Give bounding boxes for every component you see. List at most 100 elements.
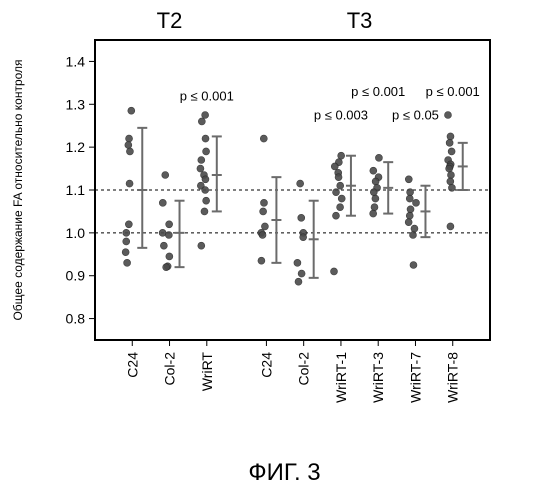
data-point: [126, 180, 133, 187]
data-point: [331, 268, 338, 275]
data-point: [202, 187, 209, 194]
y-tick-label: 1.4: [66, 53, 86, 69]
data-point: [406, 212, 413, 219]
data-point: [447, 133, 454, 140]
data-point: [165, 232, 172, 239]
data-point: [123, 238, 130, 245]
data-point: [413, 199, 420, 206]
x-tick-label: C24: [258, 352, 274, 378]
data-point: [125, 142, 132, 149]
data-point: [448, 184, 455, 191]
data-point: [372, 195, 379, 202]
data-point: [405, 176, 412, 183]
data-point: [448, 148, 455, 155]
p-value-label: p ≤ 0.003: [314, 107, 368, 122]
data-point: [261, 223, 268, 230]
data-point: [371, 204, 378, 211]
data-point: [370, 189, 377, 196]
y-tick-label: 1.3: [66, 96, 86, 112]
data-point: [197, 165, 204, 172]
x-tick-label: WriRT: [199, 352, 215, 392]
data-point: [198, 118, 205, 125]
data-point: [125, 221, 132, 228]
data-point: [447, 223, 454, 230]
data-point: [258, 257, 265, 264]
y-axis-label: Общее содержание FA относительно контрол…: [11, 59, 25, 320]
data-point: [160, 242, 167, 249]
data-point: [335, 174, 342, 181]
x-tick-label: WriRT-8: [445, 352, 461, 403]
data-point: [446, 165, 453, 172]
data-point: [202, 176, 209, 183]
x-tick-label: C24: [124, 352, 140, 378]
x-tick-label: Col-2: [296, 352, 312, 386]
x-tick-label: WriRT-7: [407, 352, 423, 403]
data-point: [260, 208, 267, 215]
data-point: [203, 148, 210, 155]
data-point: [407, 206, 414, 213]
data-point: [166, 253, 173, 260]
data-point: [447, 172, 454, 179]
data-point: [260, 199, 267, 206]
data-point: [295, 278, 302, 285]
y-tick-label: 0.9: [66, 268, 86, 284]
group-label: T3: [347, 8, 373, 33]
data-point: [409, 232, 416, 239]
data-point: [300, 234, 307, 241]
data-point: [202, 112, 209, 119]
data-point: [372, 178, 379, 185]
data-point: [259, 232, 266, 239]
p-value-label: p ≤ 0.05: [392, 107, 439, 122]
data-point: [124, 259, 131, 266]
p-value-label: p ≤ 0.001: [351, 84, 405, 99]
data-point: [410, 262, 417, 269]
data-point: [159, 229, 166, 236]
data-point: [123, 229, 130, 236]
data-point: [338, 152, 345, 159]
data-point: [122, 249, 129, 256]
data-point: [447, 178, 454, 185]
data-point: [260, 135, 267, 142]
data-point: [201, 208, 208, 215]
data-point: [159, 199, 166, 206]
data-point: [337, 204, 344, 211]
data-point: [338, 195, 345, 202]
scatter-chart: 0.8 0.9 1.0 1.1 1.2 1.3 1.4 Общее содержание FA…: [0, 0, 549, 500]
data-point: [128, 107, 135, 114]
data-point: [203, 197, 210, 204]
x-tick-label: WriRT-1: [333, 352, 349, 403]
data-point: [406, 195, 413, 202]
figure-caption: ФИГ. 3: [248, 459, 320, 486]
data-point: [405, 219, 412, 226]
y-tick-label: 0.8: [66, 311, 86, 327]
x-tick-label: WriRT-3: [370, 352, 386, 403]
data-point: [411, 225, 418, 232]
data-point: [375, 154, 382, 161]
data-point: [166, 221, 173, 228]
y-tick-label: 1.2: [66, 139, 86, 155]
data-point: [444, 112, 451, 119]
data-point: [298, 270, 305, 277]
data-point: [198, 242, 205, 249]
data-point: [337, 182, 344, 189]
y-tick-label: 1.1: [66, 182, 86, 198]
p-value-label: p ≤ 0.001: [426, 84, 480, 99]
data-point: [370, 210, 377, 217]
y-tick-label: 1.0: [66, 225, 86, 241]
data-point: [446, 139, 453, 146]
data-point: [294, 259, 301, 266]
data-point: [163, 264, 170, 271]
data-point: [202, 135, 209, 142]
p-value-label: p ≤ 0.001: [180, 88, 234, 103]
data-point: [162, 172, 169, 179]
data-point: [333, 189, 340, 196]
data-point: [407, 189, 414, 196]
data-point: [297, 180, 304, 187]
data-point: [126, 148, 133, 155]
data-point: [198, 157, 205, 164]
data-point: [126, 135, 133, 142]
data-point: [370, 167, 377, 174]
x-tick-label: Col-2: [162, 352, 178, 386]
data-point: [332, 212, 339, 219]
data-point: [331, 163, 338, 170]
